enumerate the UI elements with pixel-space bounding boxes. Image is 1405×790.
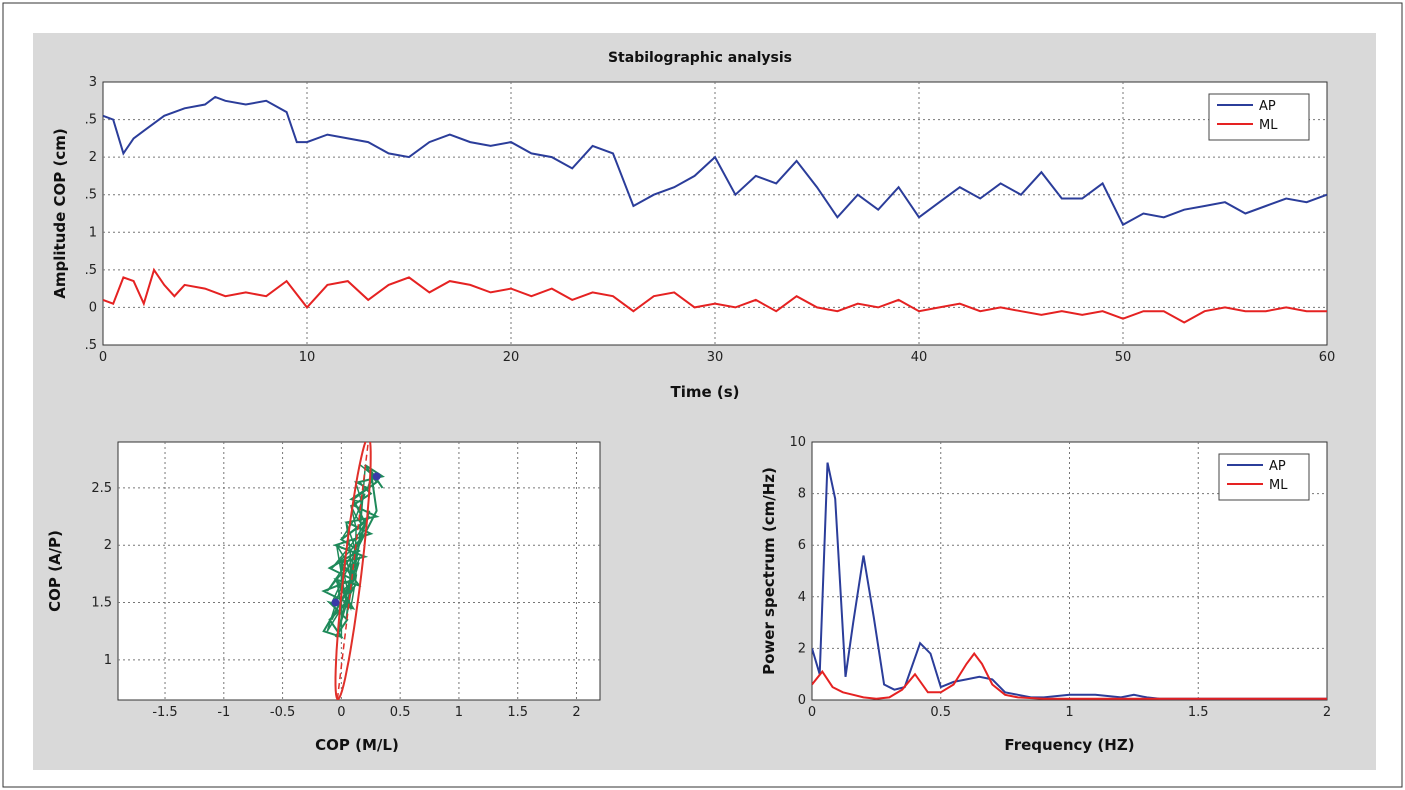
spectrum-ytick-label: 6 <box>798 538 806 553</box>
timeseries-legend-label: ML <box>1259 118 1278 133</box>
cop-scatter-xtick-label: 1 <box>455 705 463 720</box>
timeseries-xtick-label: 50 <box>1115 350 1132 365</box>
cop-scatter-ytick-label: 1 <box>104 653 112 668</box>
timeseries-ytick-label: .5 <box>85 113 97 128</box>
spectrum-ytick-label: 0 <box>798 693 806 708</box>
spectrum-ylabel: Power spectrum (cm/Hz) <box>760 467 778 675</box>
timeseries-xtick-label: 60 <box>1319 350 1336 365</box>
spectrum-xlabel: Frequency (HZ) <box>1004 736 1134 754</box>
cop-scatter-ylabel: COP (A/P) <box>46 530 64 612</box>
cop-scatter-plot-area <box>117 441 601 701</box>
spectrum-ytick-label: 8 <box>798 487 806 502</box>
spectrum-series-ap <box>812 462 1327 700</box>
timeseries-legend-label: AP <box>1259 99 1276 114</box>
spectrum-legend-label: ML <box>1269 478 1288 493</box>
cop-scatter-xtick-label: -1.5 <box>152 705 177 720</box>
timeseries-ytick-label: 0 <box>89 300 97 315</box>
timeseries-xtick-label: 40 <box>911 350 928 365</box>
cop-scatter-ytick-label: 2.5 <box>91 481 112 496</box>
timeseries-xtick-label: 10 <box>299 350 316 365</box>
cop-scatter-xlabel: COP (M/L) <box>315 736 399 754</box>
cop-scatter-xtick-label: 0.5 <box>390 705 411 720</box>
timeseries-xtick-label: 20 <box>503 350 520 365</box>
cop-scatter-xtick-label: 2 <box>572 705 580 720</box>
cop-scatter-ytick-label: 2 <box>104 538 112 553</box>
cop-scatter-chart: -1.5 -1 -0.5 0 0.5 1 1.5 2 1 1.5 2 2.5 COP (M/L) COP … <box>46 441 601 754</box>
spectrum-legend-label: AP <box>1269 459 1286 474</box>
timeseries-ytick-label: .5 <box>85 338 97 353</box>
timeseries-ytick-label: 3 <box>89 75 97 90</box>
spectrum-ytick-label: 10 <box>789 435 806 450</box>
spectrum-series-ml <box>812 651 1327 700</box>
cop-scatter-ellipse-axis <box>336 442 370 700</box>
spectrum-xtick-label: 0 <box>808 705 816 720</box>
timeseries-ytick-label: .5 <box>85 188 97 203</box>
cop-scatter-marker <box>331 598 340 607</box>
timeseries-xtick-label: 30 <box>707 350 724 365</box>
timeseries-series-ap <box>103 95 1327 227</box>
cop-scatter-xtick-label: 1.5 <box>507 705 528 720</box>
timeseries-ylabel: Amplitude COP (cm) <box>51 128 69 298</box>
spectrum-xtick-label: 1.5 <box>1188 705 1209 720</box>
cop-scatter-xtick-label: 0 <box>337 705 345 720</box>
timeseries-ytick-label: .5 <box>85 263 97 278</box>
timeseries-xlabel: Time (s) <box>670 383 739 401</box>
cop-scatter-ytick-label: 1.5 <box>91 596 112 611</box>
spectrum-ytick-label: 4 <box>798 590 806 605</box>
spectrum-xtick-label: 2 <box>1323 705 1331 720</box>
cop-scatter-xtick-label: -1 <box>217 705 230 720</box>
timeseries-legend <box>1208 93 1310 141</box>
spectrum-xtick-label: 1 <box>1065 705 1073 720</box>
cop-scatter-confidence-ellipse <box>334 442 372 700</box>
spectrum-xtick-label: 0.5 <box>930 705 951 720</box>
timeseries-xtick-label: 0 <box>99 350 107 365</box>
cop-scatter-xtick-label: -0.5 <box>270 705 295 720</box>
spectrum-chart: 0 0.5 1 1.5 2 0 2 4 6 8 10 Frequency (HZ) Power spec… <box>760 435 1331 754</box>
spectrum-ytick-label: 2 <box>798 641 806 656</box>
cop-scatter-marker <box>372 472 381 481</box>
figure-title: Stabilographic analysis <box>608 50 792 66</box>
spectrum-legend <box>1218 453 1310 501</box>
timeseries-ytick-label: 2 <box>89 150 97 165</box>
timeseries-ytick-label: 1 <box>89 225 97 240</box>
timeseries-series-ml <box>103 267 1327 324</box>
